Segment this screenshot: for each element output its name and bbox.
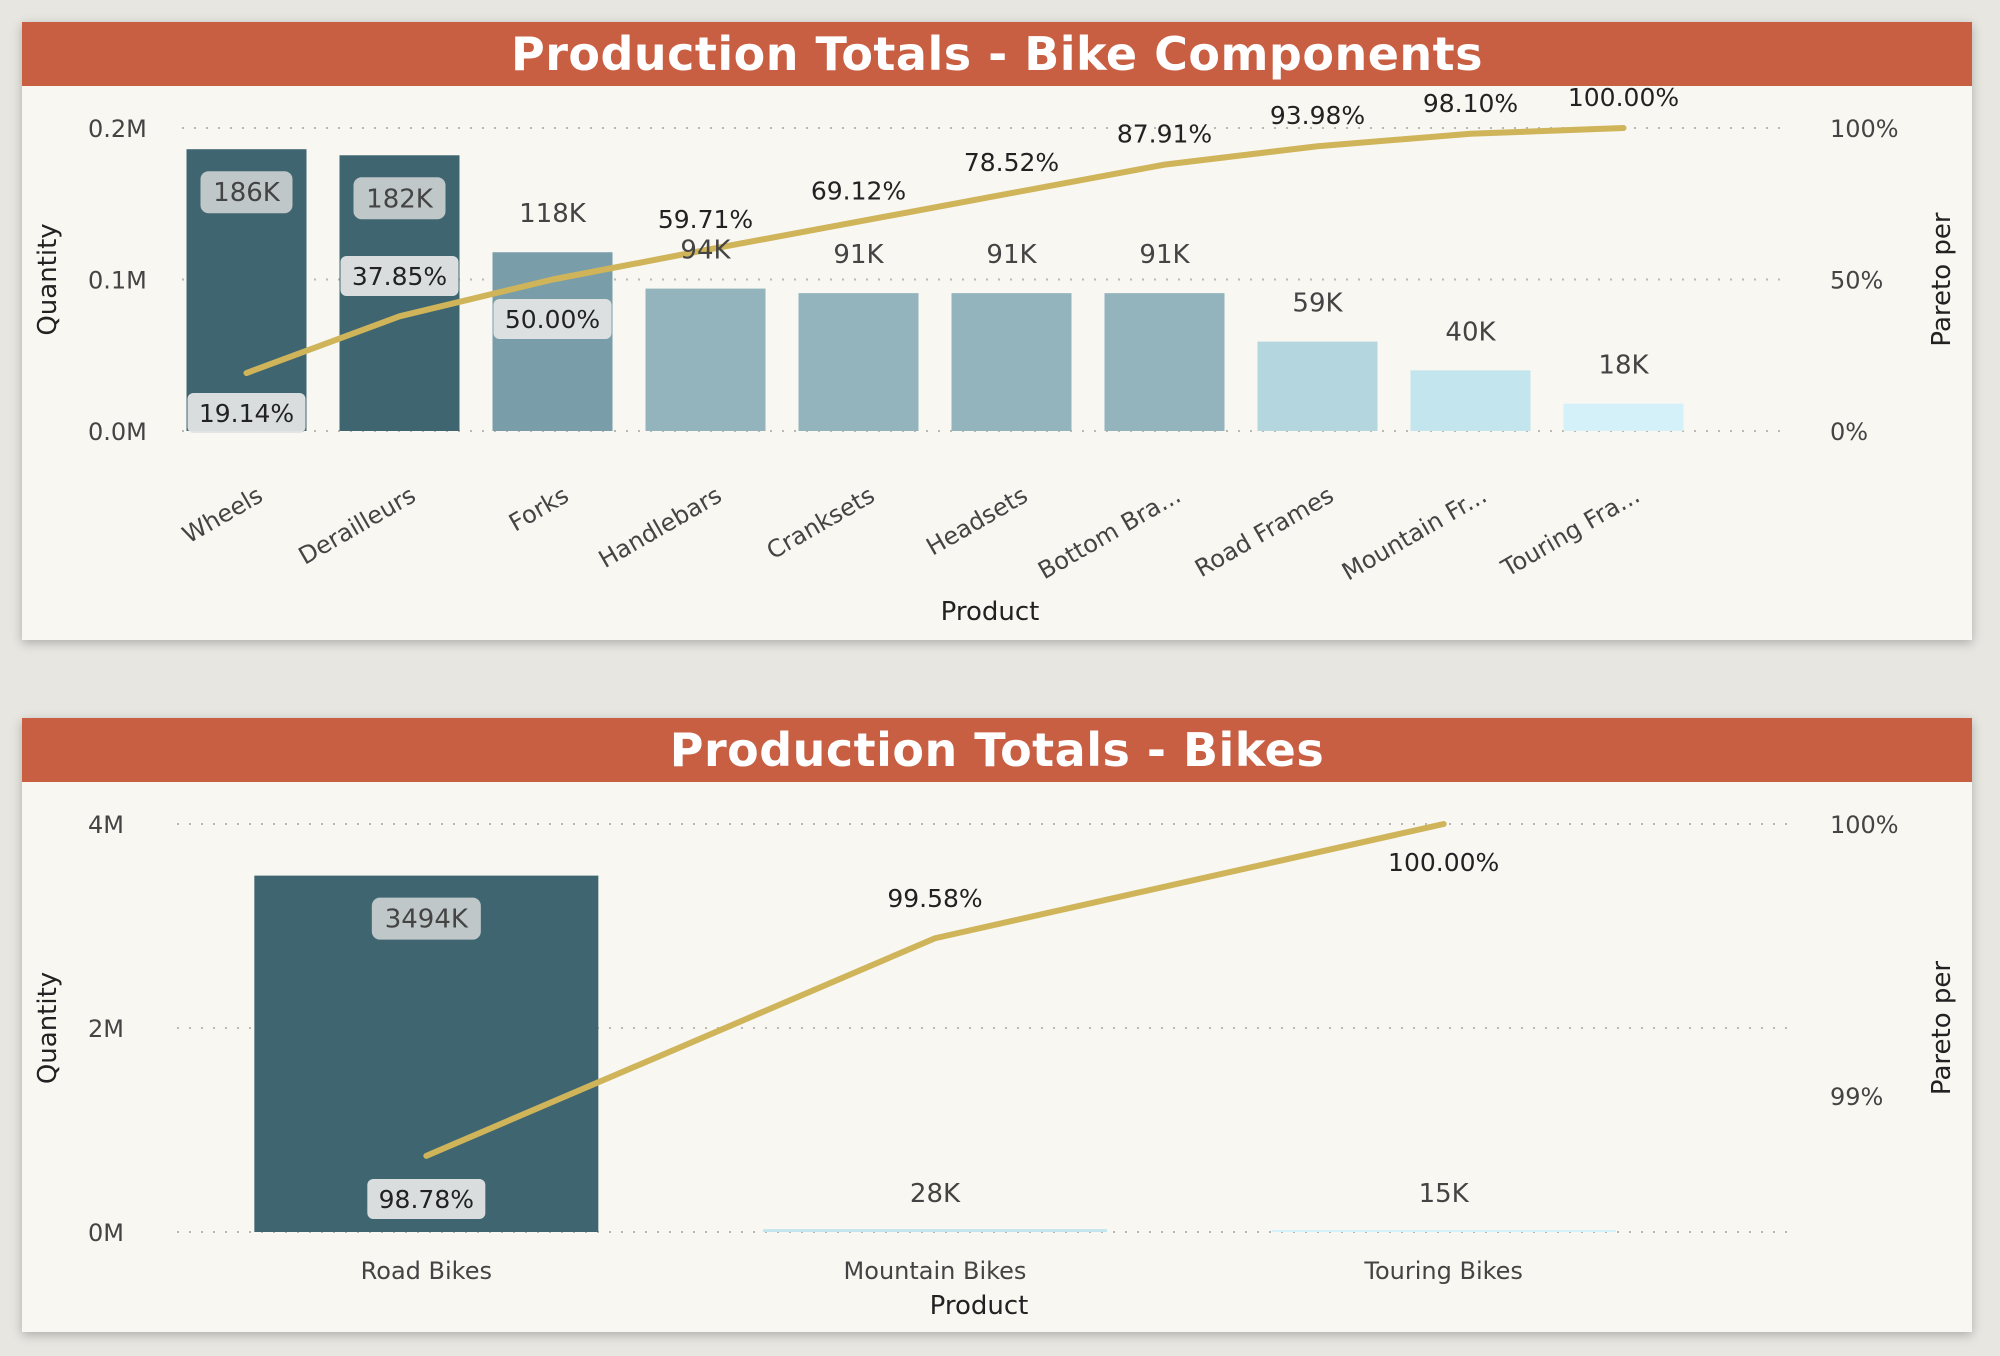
x-tick-label: Bottom Bra... <box>1033 481 1185 585</box>
value-label: 18K <box>1598 351 1649 381</box>
chart-title: Production Totals - Bikes <box>22 718 1972 782</box>
pareto-label: 50.00% <box>505 305 600 334</box>
y2-tick-label: 50% <box>1830 267 1883 295</box>
x-tick-label: Road Bikes <box>361 1257 492 1285</box>
pareto-label-box <box>493 299 612 339</box>
x-tick-label: Derailleurs <box>294 481 421 570</box>
pareto-label: 69.12% <box>811 177 906 206</box>
pareto-label: 98.78% <box>379 1185 474 1214</box>
pareto-label-box <box>340 256 459 296</box>
bar <box>1410 370 1531 431</box>
y2-tick-label: 100% <box>1830 115 1899 143</box>
y2-tick-label: 100% <box>1830 811 1899 839</box>
value-label: 91K <box>1139 240 1190 270</box>
pareto-label: 100.00% <box>1568 83 1679 112</box>
x-tick-label: Handlebars <box>594 481 727 574</box>
pareto-chart-bikes[interactable]: 0M 2M 4M 99% 100% Quantity Pareto per Product 34… <box>22 718 1972 1332</box>
value-label-box <box>200 171 293 214</box>
value-label: 94K <box>680 236 731 266</box>
pareto-label: 100.00% <box>1388 848 1499 877</box>
x-tick-label: Forks <box>504 481 573 537</box>
pareto-label: 99.58% <box>887 884 982 913</box>
bar <box>645 288 766 431</box>
pareto-line <box>423 821 1447 1159</box>
x-tick-label: Road Frames <box>1190 481 1338 583</box>
y-tick-label: 0.0M <box>88 418 147 446</box>
value-label-box <box>353 177 446 220</box>
x-tick-label: Mountain Bikes <box>844 1257 1027 1285</box>
x-tick-label: Touring Fra... <box>1496 481 1645 583</box>
x-tick-label: Wheels <box>178 481 268 549</box>
bar <box>1104 293 1225 431</box>
bar <box>798 293 919 431</box>
chart-title: Production Totals - Bike Components <box>22 22 1972 86</box>
pareto-label: 59.71% <box>658 205 753 234</box>
value-label: 40K <box>1445 317 1496 347</box>
value-label: 182K <box>366 184 434 214</box>
y-axis-title: Quantity <box>33 972 63 1084</box>
chart-panel-bikes: Production Totals - Bikes 0M 2M 4M 99% 100% Q… <box>22 718 1972 1332</box>
y-axis-title: Quantity <box>33 223 63 335</box>
pareto-line <box>243 125 1627 377</box>
value-label: 91K <box>986 240 1037 270</box>
bar <box>1257 341 1378 431</box>
y2-tick-label: 0% <box>1830 418 1868 446</box>
pareto-chart-components[interactable]: 0.0M0.1M0.2M0%50%100%Quantity Pareto perP… <box>22 22 1972 640</box>
chart-panel-components: Production Totals - Bike Components 0.0M… <box>22 22 1972 640</box>
pareto-label-box <box>187 393 306 433</box>
y2-tick-label: 99% <box>1830 1083 1883 1111</box>
x-tick-label: Mountain Fr... <box>1337 481 1491 586</box>
y-tick-label: 0.2M <box>88 115 147 143</box>
bar <box>763 1229 1107 1232</box>
y-tick-label: 0M <box>88 1219 124 1247</box>
value-label: 91K <box>833 240 884 270</box>
y2-axis-title: Pareto per <box>1927 961 1957 1095</box>
bar <box>951 293 1072 431</box>
pareto-label: 37.85% <box>352 262 447 291</box>
pareto-label: 87.91% <box>1117 120 1212 149</box>
pareto-label: 78.52% <box>964 148 1059 177</box>
x-tick-label: Headsets <box>922 481 1033 561</box>
bar <box>1271 1230 1616 1232</box>
value-label: 3494K <box>385 905 469 935</box>
value-label: 28K <box>910 1179 961 1209</box>
y-tick-label: 2M <box>88 1015 124 1043</box>
x-axis-title: Product <box>941 597 1040 627</box>
bar <box>1563 403 1684 431</box>
pareto-label: 93.98% <box>1270 101 1365 130</box>
y-tick-label: 0.1M <box>88 267 147 295</box>
x-axis-title: Product <box>930 1291 1029 1321</box>
x-tick-label: Cranksets <box>762 481 880 565</box>
pareto-label: 98.10% <box>1423 89 1518 118</box>
value-label: 186K <box>213 178 281 208</box>
value-label: 15K <box>1419 1179 1470 1209</box>
value-label: 59K <box>1292 289 1343 319</box>
y-tick-label: 4M <box>88 811 124 839</box>
pareto-label-box <box>367 1179 486 1219</box>
value-label-box <box>371 897 481 940</box>
y2-axis-title: Pareto per <box>1927 212 1957 346</box>
pareto-label: 19.14% <box>199 399 294 428</box>
value-label: 118K <box>519 199 587 229</box>
x-tick-label: Touring Bikes <box>1363 1257 1523 1285</box>
